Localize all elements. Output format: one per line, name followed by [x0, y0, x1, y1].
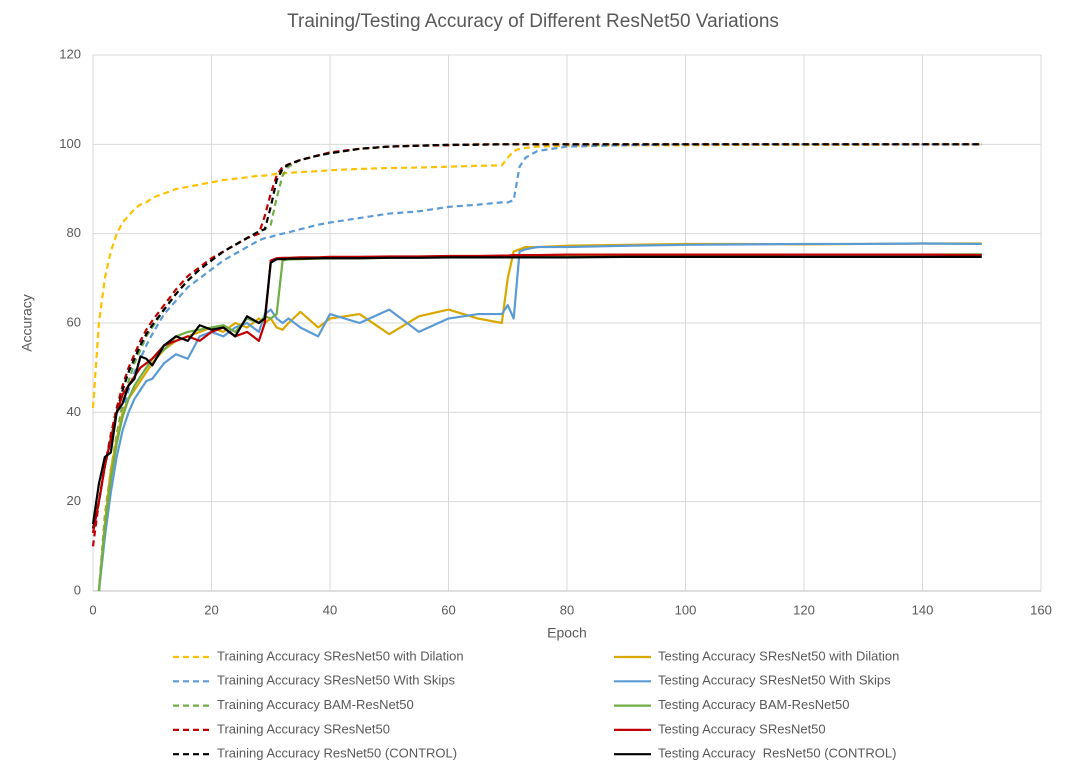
x-tick-label: 0: [89, 602, 96, 617]
legend-label: Training Accuracy SResNet50 with Dilatio…: [217, 648, 464, 663]
x-tick-label: 120: [793, 602, 815, 617]
x-tick-label: 40: [323, 602, 337, 617]
y-tick-label: 60: [67, 314, 81, 329]
y-tick-label: 80: [67, 225, 81, 240]
x-tick-label: 20: [204, 602, 218, 617]
x-tick-label: 60: [441, 602, 455, 617]
series-line: [97, 143, 982, 592]
y-tick-label: 100: [59, 136, 81, 151]
legend-label: Testing Accuracy SResNet50 With Skips: [658, 673, 891, 688]
series-line: [91, 143, 982, 529]
y-axis-label: Accuracy: [19, 294, 35, 352]
chart-title: Training/Testing Accuracy of Different R…: [287, 11, 779, 32]
x-axis-label: Epoch: [547, 625, 587, 641]
legend-label: Training Accuracy SResNet50: [217, 721, 390, 736]
x-tick-label: 140: [912, 602, 934, 617]
legend-label: Testing Accuracy ResNet50 (CONTROL): [658, 746, 896, 761]
series-line: [91, 255, 982, 525]
series-line: [97, 143, 982, 592]
y-tick-label: 120: [59, 46, 81, 61]
y-tick-label: 20: [67, 493, 81, 508]
series-line: [97, 242, 982, 592]
x-tick-label: 100: [675, 602, 697, 617]
x-tick-label: 160: [1030, 602, 1052, 617]
series-line: [91, 143, 982, 408]
legend-label: Training Accuracy SResNet50 With Skips: [217, 673, 455, 688]
y-tick-label: 40: [67, 404, 81, 419]
x-tick-label: 80: [560, 602, 574, 617]
legend-label: Training Accuracy ResNet50 (CONTROL): [217, 746, 457, 761]
series-line: [91, 253, 982, 534]
legend-label: Testing Accuracy SResNet50 with Dilation: [658, 648, 899, 663]
legend-label: Testing Accuracy BAM-ResNet50: [658, 697, 849, 712]
y-tick-label: 0: [74, 582, 81, 597]
legend-label: Testing Accuracy SResNet50: [658, 721, 826, 736]
legend-label: Training Accuracy BAM-ResNet50: [217, 697, 414, 712]
